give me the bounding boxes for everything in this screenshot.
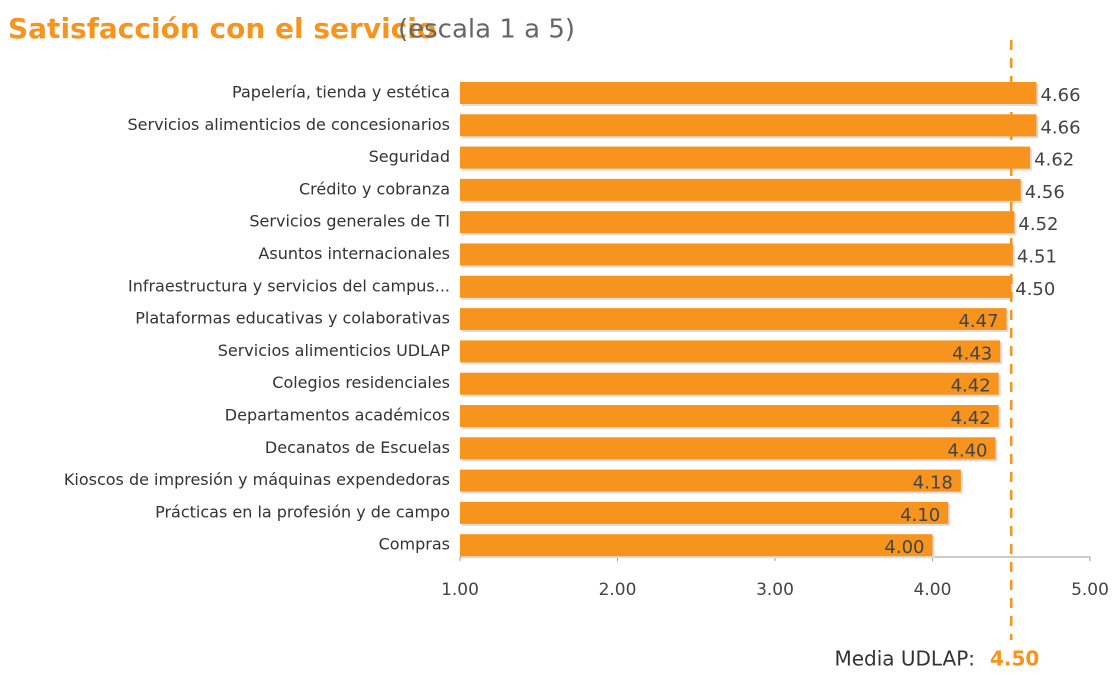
chart-title: Satisfacción con el servicio bbox=[8, 12, 436, 45]
y-tick-label: Servicios alimenticios de concesionarios bbox=[128, 115, 451, 134]
y-tick-label: Asuntos internacionales bbox=[258, 244, 450, 263]
x-tick-label: 3.00 bbox=[756, 580, 794, 600]
x-tick-label: 1.00 bbox=[441, 580, 479, 600]
y-tick-label: Compras bbox=[379, 535, 450, 554]
bar bbox=[460, 405, 999, 427]
bar bbox=[460, 534, 933, 557]
bar bbox=[460, 178, 1021, 201]
y-tick-label: Seguridad bbox=[369, 147, 450, 166]
bar bbox=[460, 211, 1015, 234]
value-label: 4.66 bbox=[1040, 117, 1080, 138]
value-label: 4.52 bbox=[1018, 214, 1058, 235]
bar bbox=[460, 501, 949, 524]
bar bbox=[460, 340, 1001, 363]
y-tick-label: Crédito y cobranza bbox=[299, 179, 450, 198]
y-tick-label: Plataformas educativas y colaborativas bbox=[135, 309, 450, 328]
y-tick-label: Servicios alimenticios UDLAP bbox=[218, 341, 451, 360]
value-label: 4.42 bbox=[951, 408, 991, 429]
chart-subtitle: (escala 1 a 5) bbox=[398, 15, 575, 45]
value-label: 4.43 bbox=[952, 343, 992, 364]
value-label: 4.56 bbox=[1025, 182, 1065, 203]
bar bbox=[460, 308, 1007, 331]
bar bbox=[460, 372, 999, 395]
bar bbox=[460, 275, 1012, 298]
y-tick-label: Departamentos académicos bbox=[225, 406, 450, 425]
value-label: 4.42 bbox=[951, 376, 991, 397]
y-tick-label: Kioscos de impresión y máquinas expended… bbox=[64, 470, 450, 489]
y-tick-label: Papelería, tienda y estética bbox=[232, 83, 450, 102]
y-tick-label: Decanatos de Escuelas bbox=[265, 438, 450, 457]
y-tick-label: Colegios residenciales bbox=[272, 373, 450, 392]
y-tick-label: Servicios generales de TI bbox=[249, 212, 450, 231]
mean-label: Media UDLAP: bbox=[834, 647, 975, 671]
value-label: 4.00 bbox=[884, 537, 924, 558]
bar bbox=[460, 243, 1013, 266]
value-label: 4.51 bbox=[1017, 247, 1057, 268]
value-label: 4.47 bbox=[958, 311, 998, 332]
y-tick-label: Infraestructura y servicios del campus..… bbox=[128, 276, 450, 295]
x-tick-label: 5.00 bbox=[1071, 580, 1109, 600]
bar bbox=[460, 437, 996, 460]
mean-value: 4.50 bbox=[990, 647, 1039, 671]
bar bbox=[460, 146, 1031, 169]
y-tick-label: Prácticas en la profesión y de campo bbox=[155, 502, 450, 521]
value-label: 4.62 bbox=[1034, 150, 1074, 171]
x-tick-label: 4.00 bbox=[914, 580, 952, 600]
value-label: 4.66 bbox=[1040, 85, 1080, 106]
value-label: 4.50 bbox=[1015, 279, 1055, 300]
bar bbox=[460, 469, 961, 492]
bar bbox=[460, 114, 1037, 137]
value-label: 4.18 bbox=[913, 473, 953, 494]
value-label: 4.10 bbox=[900, 505, 940, 526]
value-label: 4.40 bbox=[947, 440, 987, 461]
x-tick-label: 2.00 bbox=[599, 580, 637, 600]
bar bbox=[460, 82, 1037, 104]
